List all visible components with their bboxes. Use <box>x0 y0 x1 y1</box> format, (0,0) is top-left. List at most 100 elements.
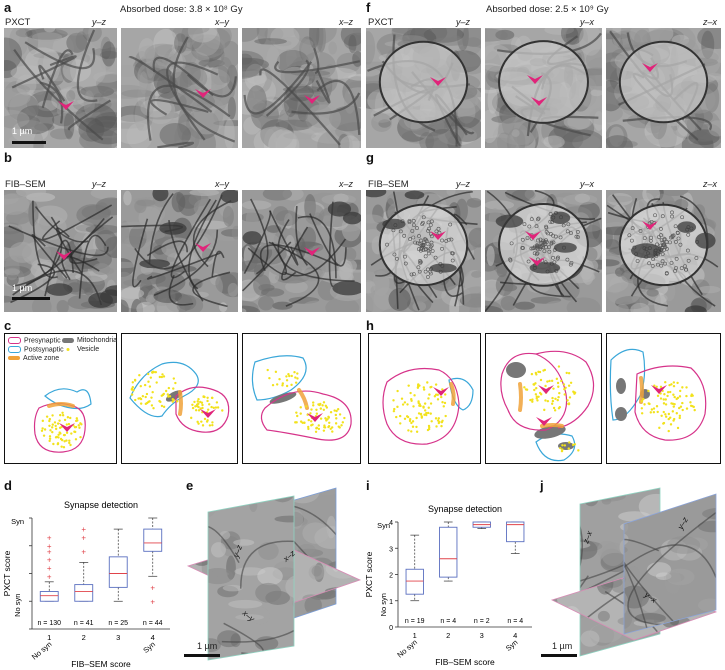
n-label: n = 4 <box>507 618 523 625</box>
outlier-point: + <box>47 547 52 556</box>
mitochondria-swatch-icon <box>62 337 74 343</box>
orient-g1: y–z <box>456 179 471 189</box>
y-end-label-top: Syn <box>377 521 390 530</box>
panel-label-g: g <box>366 150 374 165</box>
scale-bar-j <box>541 654 577 657</box>
fibsem-tile-b1 <box>4 190 117 312</box>
scale-bar-e <box>184 654 220 657</box>
scale-bar-label-e: 1 µm <box>197 641 218 651</box>
scale-bar-a <box>12 141 46 144</box>
box-2: +++ <box>74 525 94 602</box>
box-3 <box>472 521 491 529</box>
n-label: n = 25 <box>108 620 128 627</box>
row-label-pxct-left: PXCT <box>5 17 31 28</box>
drawing-c3 <box>242 333 361 464</box>
box-4 <box>506 521 525 554</box>
y-end-label-bottom: No syn <box>379 593 388 616</box>
scale-bar-label-b: 1 µm <box>12 283 33 293</box>
drawing-h3 <box>606 333 721 464</box>
x-tick-label: 4 <box>513 631 517 640</box>
y-tick-label: 1 <box>389 599 393 606</box>
y-tick-label: 4 <box>389 520 393 527</box>
x-tick-label: 3 <box>480 631 484 640</box>
legend-postsynaptic: Postsynaptic <box>8 346 64 353</box>
outlier-point: + <box>47 542 52 551</box>
drawing-c2 <box>121 333 238 464</box>
slice-plane <box>624 494 716 634</box>
active-zone-swatch-icon <box>8 356 20 361</box>
outlier-point: + <box>47 564 52 573</box>
panel-label-a: a <box>4 0 12 15</box>
legend-active-zone: Active zone <box>8 355 59 362</box>
legend-postsynaptic-label: Postsynaptic <box>24 346 64 354</box>
outlier-point: + <box>81 533 86 542</box>
outlier-point: + <box>150 597 155 606</box>
orient-g2: y–x <box>580 179 595 189</box>
outlier-point: + <box>47 572 52 581</box>
fibsem-tile-g1 <box>366 190 481 312</box>
orient-a1: y–z <box>92 17 107 27</box>
y-tick-label: 2 <box>389 573 393 580</box>
box-2 <box>439 521 458 582</box>
box-4: ++ <box>143 517 163 606</box>
outlier-point: + <box>81 525 86 534</box>
orient-a2: x–y <box>215 17 230 27</box>
panel-label-f: f <box>366 0 371 15</box>
n-label: n = 44 <box>143 620 163 627</box>
outlier-point: + <box>47 533 52 542</box>
fibsem-tile-g2 <box>485 190 602 312</box>
orient-g3: z–x <box>703 179 718 189</box>
pxct-tile-a1 <box>4 28 117 148</box>
pxct-tile-a2 <box>121 28 238 148</box>
outlier-point: + <box>81 547 86 556</box>
y-tick-label: 0 <box>389 625 393 632</box>
x-tick-label: 1 <box>47 633 51 642</box>
x-tick-label: 2 <box>82 633 86 642</box>
dose-right: Absorbed dose: 2.5 × 10⁹ Gy <box>486 4 609 15</box>
box-1 <box>405 534 424 602</box>
y-axis-label: PXCT score <box>364 551 374 597</box>
n-label: n = 130 <box>37 620 61 627</box>
panel-label-h: h <box>366 318 374 333</box>
panel-label-c: c <box>4 318 12 333</box>
panel-label-d: d <box>4 478 12 493</box>
orient-b2: x–y <box>215 179 230 189</box>
box-1: ++++++ <box>39 533 59 602</box>
legend-mitochondria-label: Mitochondria <box>77 337 118 344</box>
scale-bar-label-a: 1 µm <box>12 126 33 136</box>
legend-vesicle-label: Vesicle <box>77 346 100 353</box>
drawing-h2 <box>485 333 602 464</box>
outlier-point: + <box>150 583 155 592</box>
panel-label-i: i <box>366 478 370 493</box>
x-sublabel: No syn <box>395 638 419 660</box>
x-axis-label: FIB–SEM score <box>435 657 495 667</box>
y-end-label-top: Syn <box>11 517 24 526</box>
chart-title: Synapse detection <box>64 500 138 510</box>
x-tick-label: 2 <box>446 631 450 640</box>
volume-render-e: y–z x–zx–y <box>186 487 362 661</box>
pxct-tile-f3 <box>606 28 721 148</box>
n-label: n = 41 <box>74 620 94 627</box>
pxct-tile-a3 <box>242 28 361 148</box>
volume-render-j: z–xy–zy–x <box>550 487 718 657</box>
y-end-label-bottom: No syn <box>13 594 22 617</box>
panel-label-e: e <box>186 478 194 493</box>
legend-vesicle: Vesicle <box>62 346 99 353</box>
drawing-h1 <box>368 333 481 464</box>
y-axis-label: PXCT score <box>2 550 12 596</box>
row-label-fibsem-right: FIB–SEM <box>368 179 409 190</box>
pxct-tile-f1 <box>366 28 481 148</box>
vesicle-swatch-icon <box>62 347 74 352</box>
orient-a3: x–z <box>339 17 354 27</box>
scale-bar-b <box>12 297 50 300</box>
legend: Presynaptic Postsynaptic Active zone Mit… <box>8 337 118 369</box>
chart-title: Synapse detection <box>428 504 502 514</box>
outlier-point: + <box>47 556 52 565</box>
orient-f3: z–x <box>703 17 718 27</box>
box-3 <box>108 528 128 602</box>
legend-active-zone-label: Active zone <box>23 355 60 362</box>
x-sublabel: No syn <box>30 640 54 662</box>
fibsem-tile-g3 <box>606 190 721 312</box>
